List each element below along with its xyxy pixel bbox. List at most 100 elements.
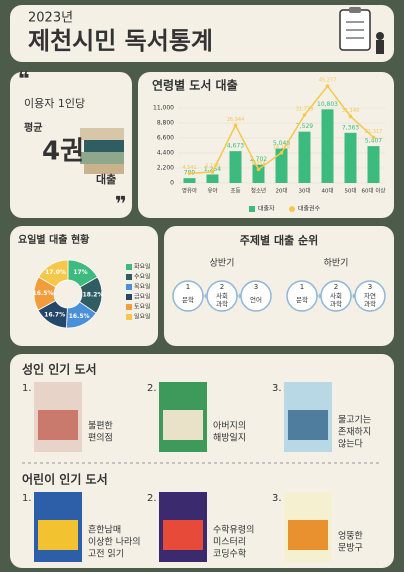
x-tick-label: 영유아 bbox=[182, 187, 197, 195]
data-label: 17% bbox=[73, 269, 87, 276]
data-label: 16.5% bbox=[69, 313, 90, 320]
x-tick-label: 40대 bbox=[321, 187, 333, 195]
legend-label: 화요일 bbox=[134, 263, 151, 271]
book-title: 미스터리 bbox=[213, 537, 246, 548]
data-label: 14,126 bbox=[273, 144, 291, 150]
y-tick-label: 2,200 bbox=[157, 165, 174, 172]
y-tick-label: 8,800 bbox=[157, 120, 174, 127]
books-icon bbox=[80, 128, 124, 174]
quote: ❝ bbox=[18, 67, 30, 91]
bar bbox=[229, 151, 242, 183]
book-title: 수학유령의 bbox=[213, 524, 254, 536]
data-label: 2,702 bbox=[250, 156, 267, 163]
bar bbox=[298, 131, 311, 183]
topic-label: 자연 bbox=[364, 291, 376, 300]
rank-number: 2. bbox=[147, 493, 157, 504]
summary-value: 4권 bbox=[42, 137, 84, 167]
book-title: 아버지의 bbox=[213, 421, 246, 432]
data-label: 26,944 bbox=[227, 117, 245, 123]
x-tick-label: 50대 bbox=[344, 187, 356, 195]
topic-label: 사회 bbox=[330, 291, 342, 300]
section-title: 주제별 대출 순위 bbox=[240, 233, 319, 247]
book-title: 코딩수학 bbox=[213, 549, 246, 560]
bar bbox=[183, 178, 196, 183]
data-label: 7,363 bbox=[342, 124, 359, 131]
book-title: 엉뚱한 bbox=[338, 530, 363, 542]
bar bbox=[275, 148, 288, 183]
summary-line: 평균 bbox=[24, 121, 42, 134]
topic-label: 사회 bbox=[216, 291, 228, 300]
legend-swatch bbox=[126, 284, 132, 290]
section-title: 어린이 인기 도서 bbox=[22, 472, 108, 487]
bar bbox=[252, 164, 265, 183]
rank-number: 2 bbox=[334, 283, 338, 291]
legend-swatch bbox=[289, 206, 295, 212]
legend-label: 대출자 bbox=[258, 205, 275, 213]
book-title: 고전 읽기 bbox=[88, 549, 124, 560]
book-cover-art bbox=[163, 410, 203, 440]
legend-swatch bbox=[126, 304, 132, 310]
book-title: 존재하지 bbox=[338, 427, 371, 438]
rank-circle bbox=[354, 280, 386, 312]
book-cover-art bbox=[38, 410, 78, 440]
topic-label: 과학 bbox=[364, 299, 376, 308]
rank-number: 3. bbox=[272, 493, 282, 504]
book-title: 이상한 나라의 bbox=[88, 537, 141, 548]
legend-swatch bbox=[126, 274, 132, 280]
book-title: 불편한 bbox=[88, 420, 113, 432]
rank-number: 3. bbox=[272, 383, 282, 394]
bar bbox=[344, 132, 357, 183]
data-label: 7,529 bbox=[296, 123, 313, 130]
data-label: 1,254 bbox=[204, 166, 221, 173]
chart-title: 요일별 대출 현황 bbox=[18, 233, 90, 246]
legend-label: 목요일 bbox=[134, 283, 151, 291]
book-title: 편의점 bbox=[88, 432, 113, 444]
clipboard-icon bbox=[339, 7, 384, 54]
pie-slice bbox=[37, 259, 69, 288]
topic-panel bbox=[164, 226, 394, 346]
book-cover-art bbox=[288, 410, 328, 440]
x-tick-label: 60대 이상 bbox=[362, 187, 386, 195]
legend-label: 대출권수 bbox=[298, 205, 321, 213]
data-label: 16.7% bbox=[44, 312, 65, 319]
book-cover-art bbox=[163, 520, 203, 550]
data-label: 6,354 bbox=[251, 161, 265, 167]
rank-circle bbox=[240, 280, 272, 312]
legend-label: 금요일 bbox=[134, 293, 151, 301]
data-label: 4,673 bbox=[227, 143, 244, 150]
data-label: 21,317 bbox=[365, 129, 383, 135]
topic-label: 문학 bbox=[296, 295, 308, 304]
legend-swatch bbox=[249, 206, 255, 212]
y-tick-label: 11,000 bbox=[153, 105, 174, 112]
data-label: 10,803 bbox=[317, 101, 338, 108]
data-label: 5,048 bbox=[273, 140, 290, 147]
group-label: 상반기 bbox=[210, 258, 235, 269]
rank-number: 1 bbox=[300, 283, 304, 291]
book-title: 물고기는 bbox=[338, 415, 371, 426]
legend-swatch bbox=[126, 294, 132, 300]
book-title: 문방구 bbox=[338, 543, 363, 554]
book-title: 않는다 bbox=[338, 439, 364, 450]
data-label: 5,150 bbox=[205, 163, 219, 169]
data-label: 4,541 bbox=[182, 165, 196, 171]
line-point bbox=[371, 135, 376, 140]
summary-line: 이용자 1인당 bbox=[24, 97, 85, 110]
x-tick-label: 30대 bbox=[298, 187, 310, 195]
rank-number: 2 bbox=[220, 283, 224, 291]
book-cover-art bbox=[38, 520, 78, 550]
section-title: 성인 인기 도서 bbox=[22, 362, 97, 377]
book-cover-art bbox=[288, 520, 328, 550]
bar bbox=[321, 109, 334, 183]
topic-label: 과학 bbox=[216, 299, 228, 308]
rank-number: 3 bbox=[368, 283, 372, 291]
rank-number: 1 bbox=[186, 283, 190, 291]
y-tick-label: 4,400 bbox=[157, 150, 174, 157]
legend-label: 수요일 bbox=[134, 273, 151, 281]
chart-title: 연령별 도서 대출 bbox=[152, 78, 238, 93]
quote: ❞ bbox=[115, 192, 127, 216]
y-tick-label: 6,600 bbox=[157, 135, 174, 142]
line-point bbox=[256, 167, 261, 172]
rank-number: 3 bbox=[254, 283, 258, 291]
book-title: 흔한남매 bbox=[88, 524, 121, 536]
